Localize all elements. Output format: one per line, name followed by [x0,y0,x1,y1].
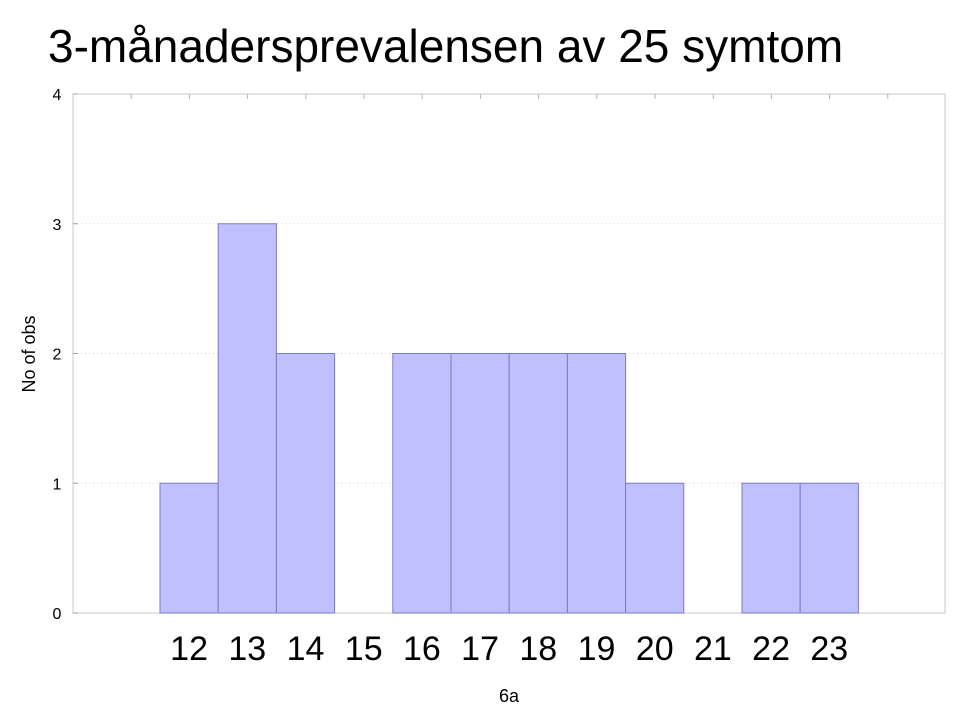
x-tick-label: 17 [461,630,499,668]
bar-18 [508,353,568,614]
y-tick-label: 2 [53,347,62,364]
bar-22 [741,482,801,614]
x-tick-label: 18 [519,630,557,668]
bar-16 [392,353,452,614]
x-tick-label: 13 [228,630,266,668]
y-axis-ticks: 0 1 2 3 4 [53,87,78,623]
bars [159,223,859,614]
y-tick-label: 4 [53,87,62,104]
chart-title: 3-månadersprevalensen av 25 symtom [48,20,844,72]
bar-14 [275,353,336,614]
y-axis-label: No of obs [19,315,39,392]
x-tick-label: 15 [345,630,383,668]
bar-17 [450,353,510,614]
x-tick-label: 20 [636,630,674,668]
y-tick-label: 0 [53,606,62,623]
x-axis-ticks: 12 13 14 15 16 17 18 19 20 21 22 23 [170,630,848,668]
x-tick-label: 16 [403,630,441,668]
x-tick-label: 12 [170,630,208,668]
x-tick-label: 22 [752,630,790,668]
y-tick-label: 3 [53,217,62,234]
x-tick-label: 19 [578,630,616,668]
bar-12 [159,482,219,614]
x-tick-label: 14 [287,630,325,668]
bar-23 [799,482,859,614]
x-axis-label: 6a [499,686,520,706]
bar-19 [566,353,627,614]
x-tick-label: 23 [810,630,848,668]
y-tick-label: 1 [53,476,62,493]
bar-20 [625,482,685,614]
x-tick-label: 21 [694,630,732,668]
bar-13 [217,223,277,614]
